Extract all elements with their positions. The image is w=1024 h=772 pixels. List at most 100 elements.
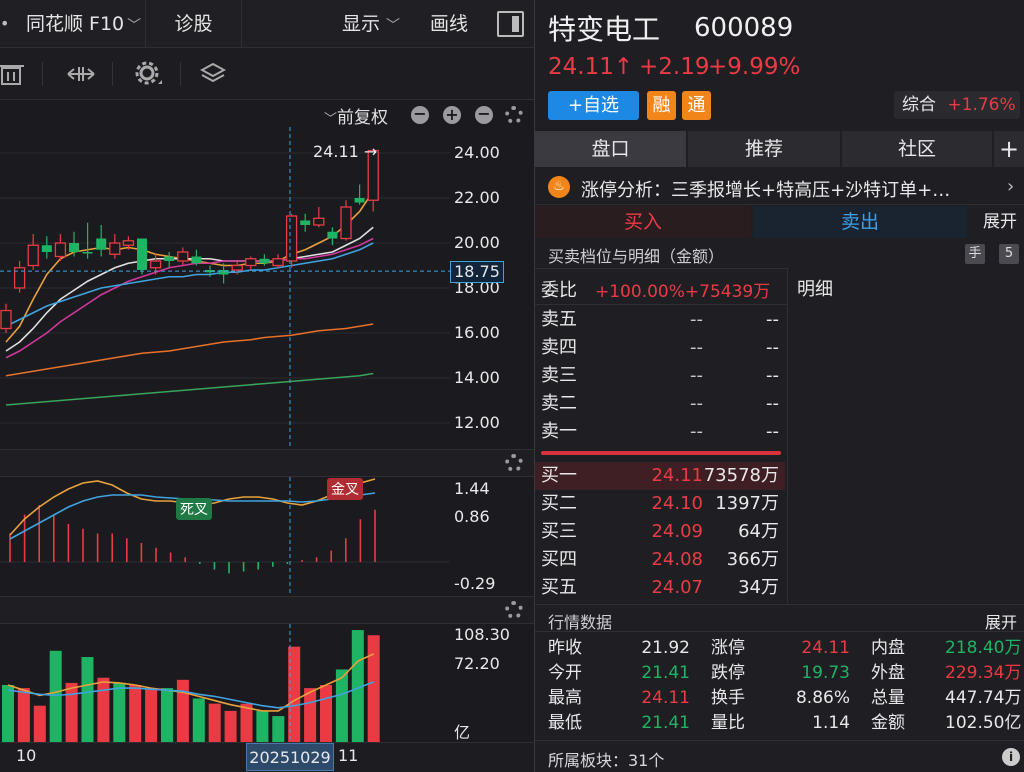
ask-row[interactable]: 卖四 -- -- (535, 334, 785, 362)
zoom-in-icon[interactable]: + (443, 106, 461, 124)
volume-settings-gear-icon[interactable] (505, 601, 523, 619)
index-indicator[interactable]: 综合 +1.76% (894, 91, 1020, 119)
tab-pankou[interactable]: 盘口 (535, 131, 686, 167)
level-amount: -- (766, 337, 779, 358)
chevron-right-icon: › (1007, 176, 1015, 197)
macd-header (0, 449, 534, 477)
collapse-icon[interactable]: − (475, 106, 493, 124)
more-dots-icon[interactable]: • (0, 14, 10, 33)
candle (69, 231, 79, 257)
level-label: 买三 (541, 521, 577, 542)
volume-tick-mid: 72.20 (454, 654, 500, 673)
kline-chart[interactable] (0, 127, 450, 449)
candle (109, 234, 121, 259)
kline-settings-gear-icon[interactable] (505, 106, 523, 124)
add-tab-icon[interactable]: + (994, 131, 1024, 167)
level-amount: 1397万 (715, 493, 779, 514)
level-count-toggle[interactable]: 5 (999, 244, 1019, 264)
macd-tick-low: -0.29 (454, 574, 496, 593)
market-value: 24.11 (641, 688, 690, 708)
bid-row[interactable]: 买四 24.08 366万 (535, 546, 785, 574)
kline-y-tick: 12.00 (454, 413, 500, 432)
stock-price: 24.11↑ (548, 54, 634, 80)
level-label: 买一 (541, 465, 577, 486)
ask-row[interactable]: 卖二 -- -- (535, 390, 785, 418)
level-price: -- (690, 421, 703, 442)
bid-row[interactable]: 买二 24.10 1397万 (535, 490, 785, 518)
f10-dropdown[interactable]: 同花顺 F10 ﹀ (26, 0, 146, 48)
ask-row[interactable]: 卖一 -- -- (535, 418, 785, 446)
level-price: -- (690, 365, 703, 386)
zoom-out-icon[interactable]: − (411, 106, 429, 124)
volume-bar (351, 630, 364, 742)
news-banner[interactable]: ♨ 涨停分析：三季报增长+特高压+沙特订单+… › (535, 169, 1024, 205)
sector-footer[interactable]: 所属板块：31个 i (535, 740, 1024, 772)
diagnose-button[interactable]: 诊股 (146, 0, 242, 48)
tab-recommend[interactable]: 推荐 (688, 131, 840, 167)
level-amount: 73578万 (703, 465, 779, 486)
level-label: 卖三 (541, 365, 577, 386)
level-amount: -- (766, 309, 779, 330)
bid-row[interactable]: 买三 24.09 64万 (535, 518, 785, 546)
trash-icon[interactable] (0, 62, 26, 86)
market-data-title: 行情数据 (548, 613, 613, 632)
connect-badge[interactable]: 通 (682, 91, 711, 120)
market-expand-button[interactable]: 展开 (985, 613, 1018, 632)
hand-unit-toggle[interactable]: 手 (965, 244, 985, 264)
kline-y-tick: 14.00 (454, 368, 500, 387)
volume-bar (65, 682, 78, 742)
level-price: 24.08 (651, 549, 703, 570)
volume-chart[interactable] (0, 624, 450, 742)
candle (164, 252, 175, 268)
fit-width-icon[interactable] (66, 64, 96, 84)
level-price: 24.11 (651, 465, 703, 486)
quote-pane: 特变电工 600089 24.11↑ +2.19 +9.99% +自选 融 通 … (535, 0, 1024, 772)
level-label: 卖五 (541, 309, 577, 330)
display-dropdown[interactable]: 显示 ﹀ (342, 0, 414, 48)
candle (54, 234, 67, 261)
stock-code: 600089 (694, 13, 794, 43)
volume-tick-high: 108.30 (454, 625, 510, 644)
market-key: 内盘 (871, 638, 905, 658)
orderbook-ratio-bar (541, 451, 781, 455)
market-key: 换手 (711, 688, 745, 708)
add-watchlist-button[interactable]: +自选 (548, 91, 639, 120)
ask-row[interactable]: 卖三 -- -- (535, 362, 785, 390)
candle (122, 236, 135, 250)
bid-row[interactable]: 买五 24.07 34万 (535, 574, 785, 602)
market-value: 1.14 (812, 713, 850, 733)
volume-bar (129, 685, 142, 742)
settings-gear-icon[interactable] (134, 60, 164, 88)
sell-button[interactable]: 卖出 (753, 206, 967, 238)
level-label: 买五 (541, 577, 577, 598)
volume-bar (288, 646, 301, 742)
ma-line (5, 190, 374, 343)
volume-bar (256, 710, 269, 742)
candle (218, 263, 229, 284)
margin-badge[interactable]: 融 (647, 91, 676, 120)
market-value: 19.73 (801, 663, 850, 683)
sidebar-toggle-icon[interactable] (497, 11, 524, 37)
stock-name: 特变电工 (548, 13, 661, 46)
macd-chart[interactable] (0, 477, 450, 595)
market-key: 跌停 (711, 663, 745, 683)
sell-label: 卖出 (840, 211, 879, 233)
layers-icon[interactable] (200, 61, 226, 87)
volume-bar (304, 688, 317, 742)
draw-line-button[interactable]: 画线 (430, 13, 469, 35)
kline-y-axis: 24.00 22.00 20.00 18.00 16.00 14.00 12.00 (450, 127, 534, 449)
bid-row[interactable]: 买一 24.11 73578万 (535, 462, 785, 490)
buy-button[interactable]: 买入 (535, 206, 751, 238)
ma-line (5, 237, 374, 359)
candle (367, 149, 379, 212)
info-icon[interactable]: i (1002, 748, 1020, 766)
adjust-dropdown[interactable]: ﹀前复权 (324, 103, 388, 128)
tab-community[interactable]: 社区 (842, 131, 992, 167)
chevron-down-icon: ﹀ (127, 18, 142, 34)
candle (0, 303, 12, 333)
trade-expand-button[interactable]: 展开 (983, 212, 1017, 232)
macd-settings-gear-icon[interactable] (505, 454, 523, 472)
ask-row[interactable]: 卖五 -- -- (535, 306, 785, 334)
ma-line (5, 372, 374, 406)
weibi-row: 委比 +100.00%+75439万 (535, 268, 787, 305)
